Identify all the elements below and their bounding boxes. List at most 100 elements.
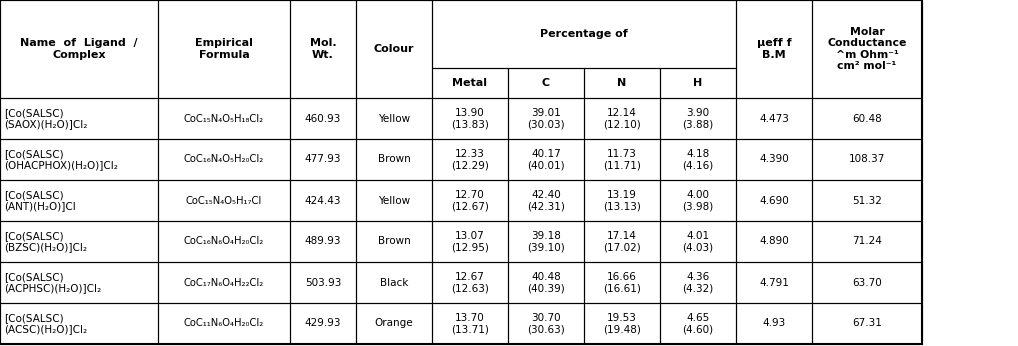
Bar: [290, 139, 356, 180]
Text: 60.48: 60.48: [852, 113, 882, 124]
Text: 67.31: 67.31: [852, 319, 882, 328]
Bar: [508, 139, 584, 180]
Bar: [432, 221, 508, 262]
Text: 12.70
(12.67): 12.70 (12.67): [451, 190, 489, 211]
Text: 40.17
(40.01): 40.17 (40.01): [527, 149, 565, 170]
Bar: [0, 221, 158, 262]
Text: 477.93: 477.93: [304, 155, 341, 164]
Text: Molar
Conductance
^m Ohm⁻¹
cm² mol⁻¹: Molar Conductance ^m Ohm⁻¹ cm² mol⁻¹: [828, 27, 907, 71]
Bar: [584, 98, 660, 139]
Text: 40.48
(40.39): 40.48 (40.39): [527, 272, 565, 293]
Bar: [158, 262, 290, 303]
Text: CoC₁₁N₆O₄H₂₀Cl₂: CoC₁₁N₆O₄H₂₀Cl₂: [184, 319, 264, 328]
Text: Brown: Brown: [378, 155, 410, 164]
Bar: [812, 98, 922, 139]
Bar: [812, 303, 922, 344]
Text: 17.14
(17.02): 17.14 (17.02): [603, 231, 641, 252]
Text: 108.37: 108.37: [849, 155, 886, 164]
Bar: [736, 221, 812, 262]
Bar: [356, 262, 432, 303]
Bar: [158, 303, 290, 344]
Bar: [356, 0, 432, 98]
Text: 12.67
(12.63): 12.67 (12.63): [451, 272, 489, 293]
Bar: [736, 98, 812, 139]
Text: Brown: Brown: [378, 237, 410, 246]
Bar: [290, 303, 356, 344]
Bar: [432, 98, 508, 139]
Bar: [432, 68, 508, 98]
Text: 429.93: 429.93: [304, 319, 341, 328]
Text: μeff f
B.M: μeff f B.M: [756, 38, 791, 60]
Bar: [0, 98, 158, 139]
Text: 4.65
(4.60): 4.65 (4.60): [682, 313, 714, 334]
Text: 460.93: 460.93: [304, 113, 341, 124]
Bar: [158, 180, 290, 221]
Bar: [0, 0, 158, 98]
Text: 19.53
(19.48): 19.53 (19.48): [603, 313, 641, 334]
Bar: [508, 221, 584, 262]
Bar: [290, 98, 356, 139]
Text: Metal: Metal: [452, 78, 488, 88]
Text: 13.07
(12.95): 13.07 (12.95): [451, 231, 489, 252]
Bar: [290, 180, 356, 221]
Text: 39.18
(39.10): 39.18 (39.10): [527, 231, 565, 252]
Text: Empirical
Formula: Empirical Formula: [195, 38, 252, 60]
Bar: [356, 221, 432, 262]
Text: 16.66
(16.61): 16.66 (16.61): [603, 272, 641, 293]
Bar: [584, 68, 660, 98]
Bar: [290, 0, 356, 98]
Bar: [812, 221, 922, 262]
Text: 4.36
(4.32): 4.36 (4.32): [682, 272, 714, 293]
Bar: [290, 262, 356, 303]
Text: 11.73
(11.71): 11.73 (11.71): [603, 149, 641, 170]
Text: 13.70
(13.71): 13.70 (13.71): [451, 313, 489, 334]
Text: 13.90
(13.83): 13.90 (13.83): [451, 108, 489, 129]
Text: 3.90
(3.88): 3.90 (3.88): [682, 108, 714, 129]
Text: Colour: Colour: [374, 44, 414, 54]
Bar: [736, 0, 812, 98]
Text: [Co(SALSC)
(ACPHSC)(H₂O)]Cl₂: [Co(SALSC) (ACPHSC)(H₂O)]Cl₂: [4, 272, 101, 293]
Text: Name  of  Ligand  /
Complex: Name of Ligand / Complex: [20, 38, 137, 60]
Text: CoC₁₅N₄O₅H₁₈Cl₂: CoC₁₅N₄O₅H₁₈Cl₂: [184, 113, 264, 124]
Text: 4.690: 4.690: [759, 195, 789, 206]
Bar: [736, 303, 812, 344]
Bar: [432, 180, 508, 221]
Text: [Co(SALSC)
(SAOX)(H₂O)]Cl₂: [Co(SALSC) (SAOX)(H₂O)]Cl₂: [4, 108, 88, 129]
Text: 30.70
(30.63): 30.70 (30.63): [527, 313, 565, 334]
Text: Black: Black: [380, 277, 408, 288]
Text: CoC₁₇N₆O₄H₂₂Cl₂: CoC₁₇N₆O₄H₂₂Cl₂: [184, 277, 264, 288]
Bar: [158, 0, 290, 98]
Bar: [660, 180, 736, 221]
Text: 4.473: 4.473: [759, 113, 789, 124]
Bar: [432, 0, 736, 68]
Text: [Co(SALSC)
(BZSC)(H₂O)]Cl₂: [Co(SALSC) (BZSC)(H₂O)]Cl₂: [4, 231, 87, 252]
Text: 63.70: 63.70: [852, 277, 882, 288]
Bar: [736, 180, 812, 221]
Text: CoC₁₆N₆O₄H₂₀Cl₂: CoC₁₆N₆O₄H₂₀Cl₂: [184, 237, 264, 246]
Text: Yellow: Yellow: [378, 195, 410, 206]
Bar: [508, 68, 584, 98]
Bar: [660, 262, 736, 303]
Bar: [432, 139, 508, 180]
Text: C: C: [542, 78, 550, 88]
Bar: [0, 303, 158, 344]
Text: CoC₁₅N₄O₅H₁₇Cl: CoC₁₅N₄O₅H₁₇Cl: [186, 195, 262, 206]
Text: 503.93: 503.93: [304, 277, 341, 288]
Bar: [356, 139, 432, 180]
Text: 13.19
(13.13): 13.19 (13.13): [603, 190, 641, 211]
Bar: [158, 221, 290, 262]
Text: Percentage of: Percentage of: [541, 29, 628, 39]
Text: 4.890: 4.890: [759, 237, 789, 246]
Bar: [736, 139, 812, 180]
Text: 39.01
(30.03): 39.01 (30.03): [527, 108, 565, 129]
Bar: [660, 68, 736, 98]
Bar: [356, 303, 432, 344]
Bar: [660, 303, 736, 344]
Bar: [660, 98, 736, 139]
Bar: [290, 221, 356, 262]
Bar: [432, 303, 508, 344]
Bar: [158, 139, 290, 180]
Text: CoC₁₆N₄O₅H₂₀Cl₂: CoC₁₆N₄O₅H₂₀Cl₂: [184, 155, 264, 164]
Bar: [812, 262, 922, 303]
Bar: [158, 98, 290, 139]
